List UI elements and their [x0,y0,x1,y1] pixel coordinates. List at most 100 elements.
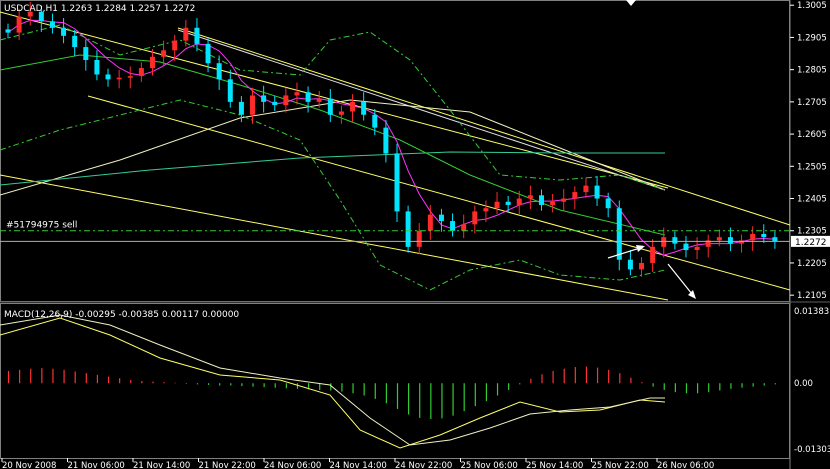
candle-bear [227,79,233,102]
candle-bear [238,101,244,115]
candle-bear [205,43,211,64]
price-tick-label: 1.3005 [797,1,827,11]
price-tick-label: 1.2505 [797,162,827,172]
candlestick-series [5,2,778,277]
price-tick-label: 1.2205 [797,259,827,269]
candle-bear [94,59,100,75]
candle-bull [472,211,478,225]
candle-bear [627,259,633,270]
candle-bear [727,237,733,244]
channel-line [0,11,669,189]
channel-line [87,95,791,291]
candle-bear [361,101,367,115]
candle-bear [761,233,767,238]
candle-bear [405,211,411,247]
resistance-line [177,29,666,191]
price-tick-label: 1.2405 [797,195,827,205]
macd-lines [0,314,666,449]
candle-bull [16,16,22,33]
candle-bull [161,50,167,57]
time-tick-label: 24 Nov 22:00 [395,461,452,469]
candle-bear [216,63,222,80]
time-tick-label: 25 Nov 22:00 [592,461,649,469]
candle-bull [650,246,656,263]
candle-bull [527,195,533,199]
candle-bull [494,201,500,209]
ma-200-line [0,151,665,186]
sell-order-label: #51794975 sell [6,221,77,231]
candle-bear [272,101,278,106]
macd-scale-bottom: -0.01303 [794,445,830,455]
candle-bull [116,77,122,80]
candle-bear [72,35,78,48]
time-tick-label: 25 Nov 14:00 [526,461,583,469]
bollinger-lower-line [0,99,666,291]
candle-bull [316,98,322,102]
candle-bull [561,198,567,202]
price-tick-label: 1.2905 [797,33,827,43]
candle-bull [639,262,645,270]
candle-bull [427,214,433,231]
candle-bull [127,76,133,78]
candle-bear [394,153,400,212]
price-pane-frame [0,0,790,302]
time-tick-label: 21 Nov 22:00 [199,461,256,469]
candle-bull [739,240,745,244]
candle-bull [149,56,155,69]
candle-bear [194,27,200,44]
candle-bull [694,246,700,251]
scroll-shift-marker[interactable] [626,0,636,6]
candle-bull [750,233,756,241]
price-tick-label: 1.2605 [797,130,827,140]
channel-line [177,27,791,226]
macd-histogram [7,366,776,419]
candle-bull [183,27,189,41]
long-ma-line [0,99,666,196]
candle-bear [49,21,55,28]
bollinger-upper-line [0,24,666,191]
time-axis: 20 Nov 2008 21 Nov 06:00 21 Nov 14:00 21 No… [1,458,714,469]
candle-bear [616,208,622,260]
candle-bear [683,243,689,251]
candle-bear [383,127,389,154]
candle-bull [294,92,300,96]
current-price-marker [791,235,830,247]
price-tick-label: 1.2805 [797,66,827,76]
candle-bear [538,195,544,205]
candle-bear [327,98,333,115]
candle-bull [550,201,556,205]
macd-signal-line [0,314,665,446]
candle-bear [61,27,67,36]
candle-bear [450,221,456,231]
price-tick-label: 1.2305 [797,227,827,237]
channel-line [0,174,669,301]
candle-bull [350,101,356,112]
candle-bull [250,95,256,115]
candle-bear [105,74,111,80]
trend-arrows[interactable] [607,245,696,299]
ma-fast-line [7,19,775,256]
macd-scale-zero: 0.00 [794,379,813,389]
candle-bear [505,201,511,205]
candle-bull [705,240,711,247]
candle-bull [27,11,33,17]
candle-bull [172,40,178,51]
ma-slow-line [0,54,666,236]
candle-bull [483,208,489,212]
time-tick-label: 24 Nov 14:00 [330,461,387,469]
candle-bull [138,68,144,77]
symbol-ohlc-header: USDCAD,H1 1.2263 1.2284 1.2257 1.2272 [4,4,195,14]
candle-bear [772,237,778,242]
candle-bull [338,111,344,115]
candle-bear [438,214,444,222]
candle-bull [583,185,589,193]
macd-scale-top: 0.01383 [794,307,829,317]
candle-bull [283,95,289,106]
candle-bear [305,92,311,102]
price-tick-label: 1.2105 [797,291,827,301]
price-axis: 1.3005 1.2905 1.2805 1.2705 1.2605 1.2505 1.24… [790,1,827,301]
candle-bear [83,47,89,60]
candle-bear [372,114,378,128]
